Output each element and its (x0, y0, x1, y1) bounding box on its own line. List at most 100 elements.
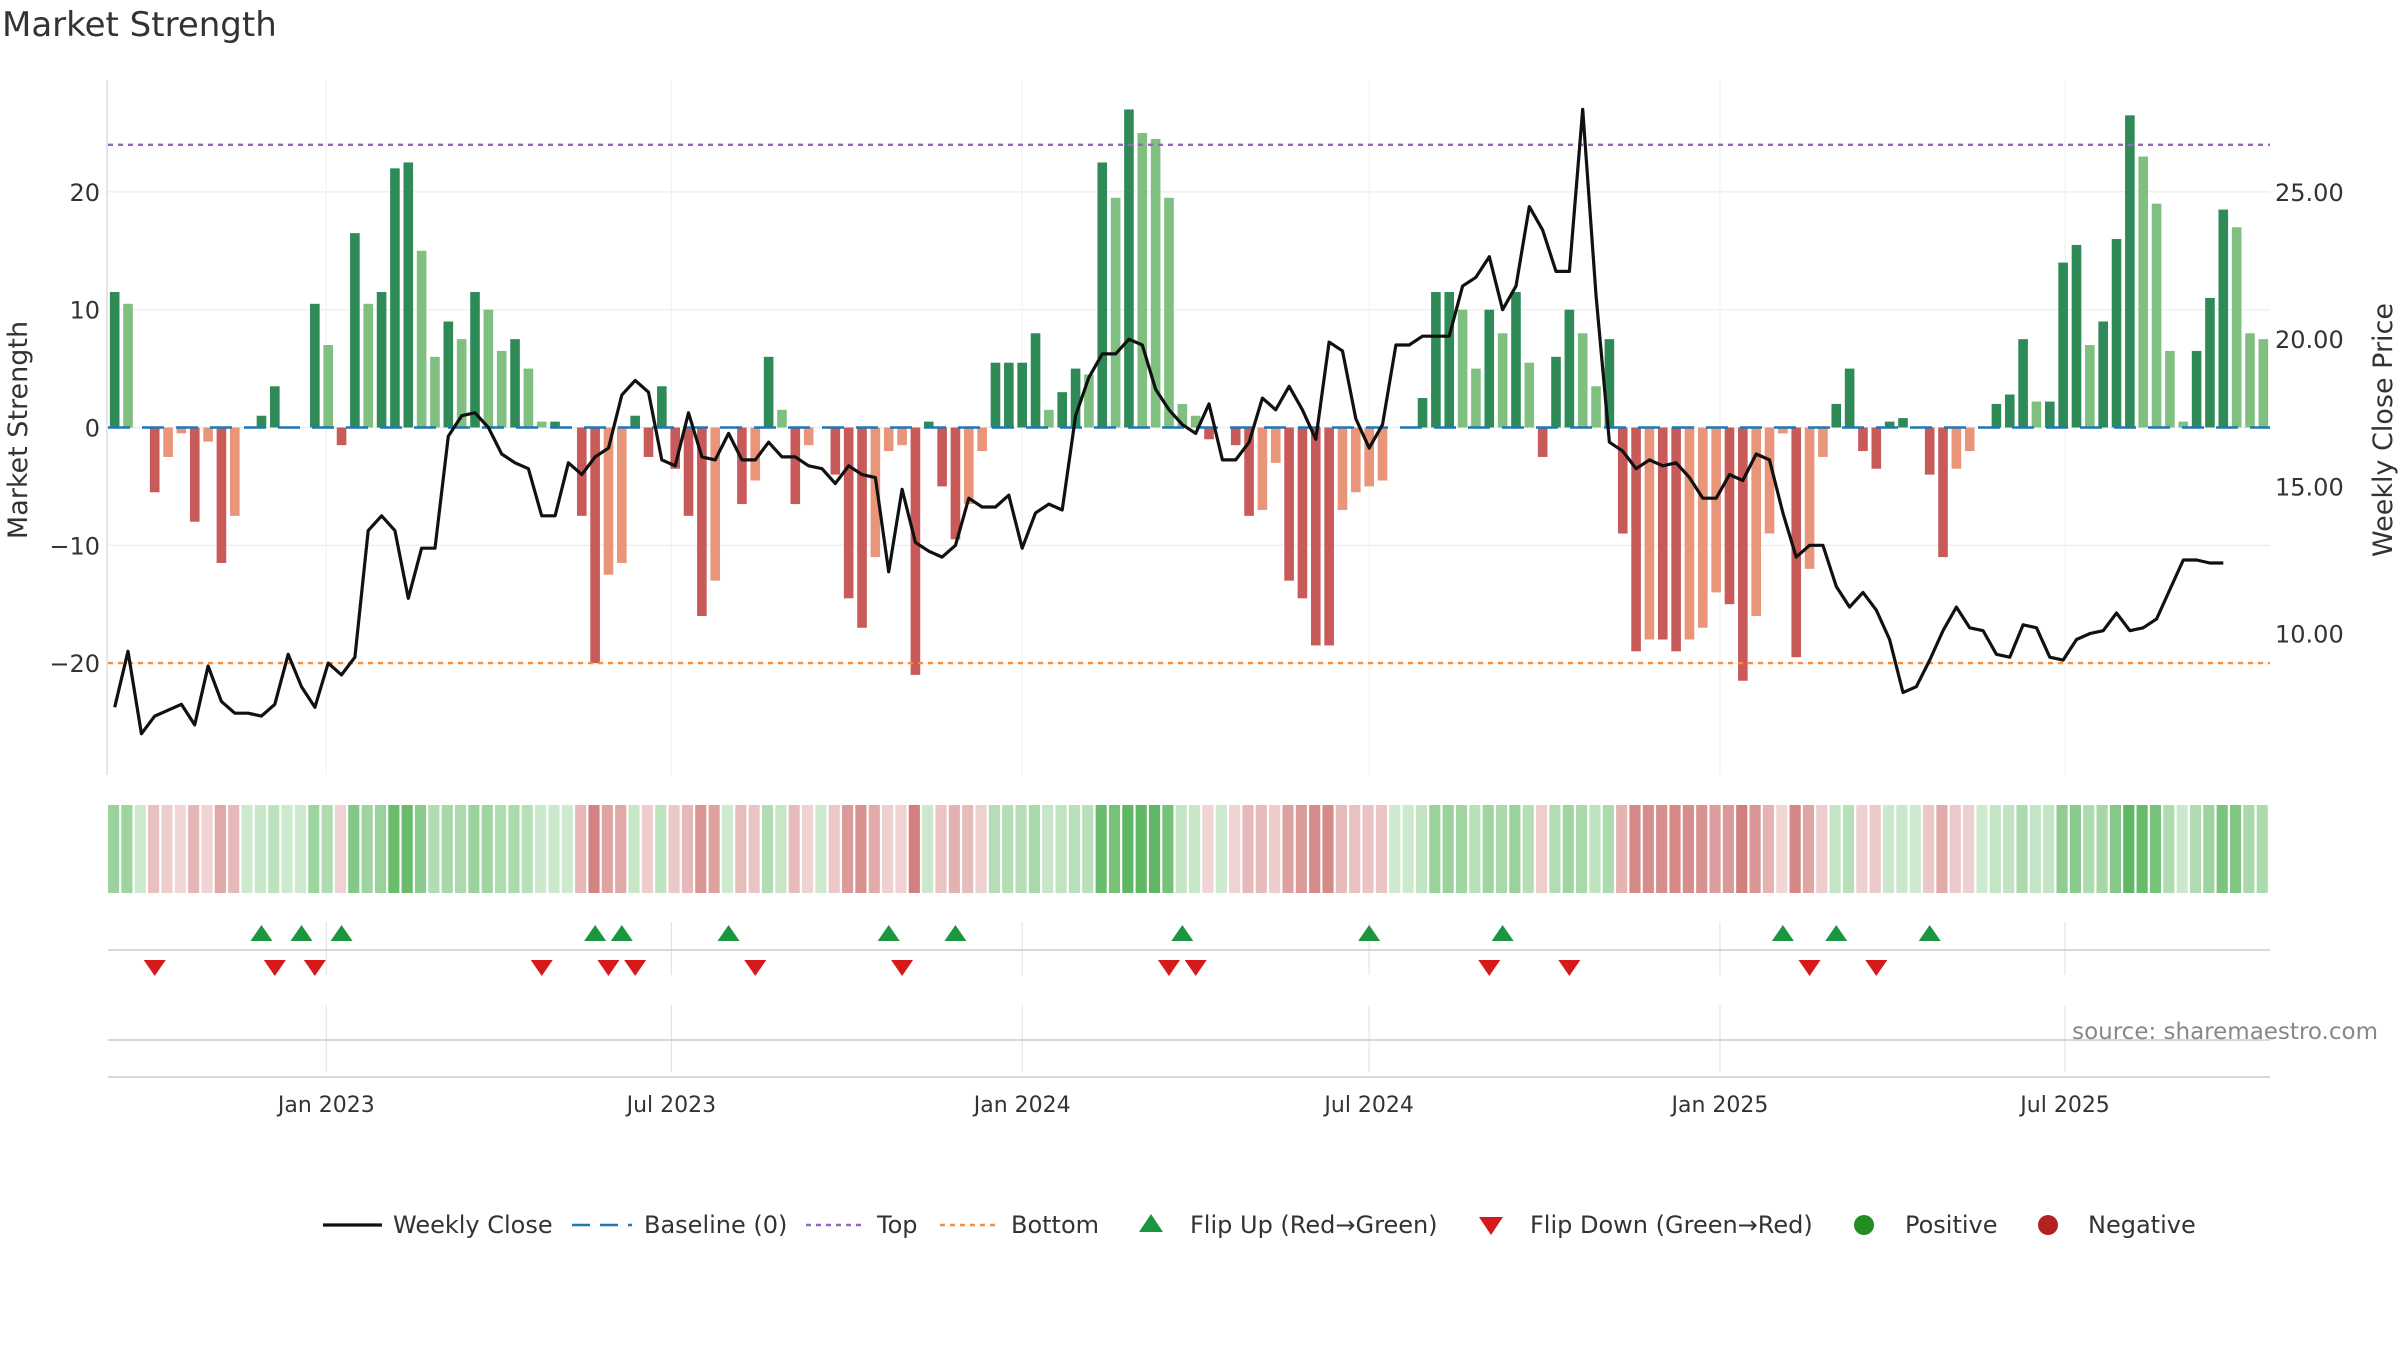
positive-strength-bar (2044, 401, 2055, 428)
negative-strength-bar (1284, 427, 1294, 581)
heat-cell (148, 805, 160, 893)
positive-strength-bar (123, 303, 133, 428)
negative-strength-bar (1924, 427, 1935, 475)
heat-cell (1068, 805, 1081, 893)
positive-strength-bar (270, 386, 280, 428)
heat-cell (761, 805, 774, 893)
heat-cell (2256, 805, 2268, 893)
strength-heat-strip (108, 805, 2268, 893)
x-tick-label: Jan 2025 (1670, 1093, 1769, 1118)
heat-cell (1215, 805, 1227, 893)
heat-cell (2069, 805, 2081, 893)
heat-cell (214, 805, 226, 893)
positive-strength-bar (350, 233, 360, 428)
heat-cell (735, 805, 747, 893)
flip-up-marker (1358, 925, 1381, 941)
heat-cell (601, 805, 613, 893)
positive-strength-bar (109, 292, 120, 428)
legend-label-bottom: Bottom (1011, 1211, 1099, 1239)
flip-down-marker (1798, 960, 1821, 976)
heat-cell (1055, 805, 1067, 893)
negative-strength-bar (950, 427, 961, 540)
heat-cell (374, 805, 387, 893)
positive-strength-bar (310, 303, 320, 428)
legend-swatch-flip-up (1139, 1214, 1163, 1232)
heat-cell (1148, 805, 1161, 893)
y2-axis-label: Weekly Close Price (2368, 303, 2399, 557)
heat-cell (1722, 805, 1734, 893)
positive-strength-bar (990, 362, 1001, 428)
heat-cell (1549, 805, 1561, 893)
heat-cell (1122, 805, 1134, 893)
heat-cell (1415, 805, 1428, 893)
positive-strength-bar (1431, 292, 1441, 428)
heat-cell (2243, 805, 2255, 893)
positive-strength-bar (483, 309, 494, 428)
heat-cell (188, 805, 200, 893)
negative-strength-bar (1310, 427, 1321, 646)
positive-strength-bar (496, 350, 507, 428)
heat-cell (134, 805, 146, 893)
negative-strength-bar (1871, 427, 1882, 469)
heat-cell (1309, 805, 1321, 893)
positive-strength-bar (443, 321, 454, 428)
heat-cell (1749, 805, 1761, 893)
heat-cell (1442, 805, 1454, 893)
heat-cell (521, 805, 533, 893)
heat-cell (842, 805, 854, 893)
negative-strength-bar (603, 427, 614, 575)
heat-cell (681, 805, 694, 893)
heat-cell (2109, 805, 2121, 893)
positive-strength-bar (2111, 239, 2122, 428)
heat-cell (655, 805, 667, 893)
positive-strength-bar (2178, 421, 2189, 428)
negative-strength-bar (189, 427, 200, 522)
negative-strength-bar (710, 427, 721, 581)
flip-up-marker (944, 925, 967, 941)
positive-strength-bar (2231, 227, 2242, 428)
heat-cell (174, 805, 186, 893)
heat-cell (268, 805, 280, 893)
flip-up-marker (1171, 925, 1194, 941)
negative-strength-bar (1724, 427, 1735, 605)
heat-cell (2029, 805, 2041, 893)
flip-up-marker (610, 925, 633, 941)
negative-strength-bar (737, 427, 747, 505)
positive-strength-bar (1164, 197, 1174, 428)
heat-cell (2096, 805, 2108, 893)
heat-cell (1295, 805, 1307, 893)
legend-label-close: Weekly Close (393, 1211, 553, 1239)
heat-cell (1776, 805, 1788, 893)
heat-cell (1095, 805, 1107, 893)
heat-cell (2229, 805, 2242, 893)
heat-cell (1362, 805, 1374, 893)
heat-cell (1349, 805, 1361, 893)
heat-cell (695, 805, 707, 893)
heat-cell (2016, 805, 2028, 893)
positive-strength-bar (456, 339, 467, 428)
heat-cell (388, 805, 400, 893)
heat-cell (1335, 805, 1347, 893)
positive-strength-bar (403, 162, 414, 428)
positive-strength-bar (2085, 345, 2095, 428)
negative-strength-bar (1751, 427, 1761, 616)
negative-strength-bar (1778, 427, 1788, 434)
negative-strength-bar (883, 427, 894, 452)
heat-cell (1255, 805, 1267, 893)
positive-strength-bar (1124, 109, 1134, 428)
heat-cell (708, 805, 720, 893)
positive-strength-bar (1551, 356, 1561, 428)
positive-strength-bar (2191, 350, 2202, 428)
flip-down-marker (891, 960, 914, 976)
flip-down-marker (263, 960, 286, 976)
chart-title: Market Strength (2, 5, 277, 45)
heat-cell (1015, 805, 1027, 893)
heat-cell (1282, 805, 1294, 893)
negative-strength-bar (643, 427, 654, 457)
negative-strength-bar (683, 427, 694, 516)
negative-strength-bar (216, 427, 227, 563)
positive-strength-bar (1177, 403, 1188, 428)
heat-cell (1949, 805, 1961, 893)
heat-cell (775, 805, 787, 893)
